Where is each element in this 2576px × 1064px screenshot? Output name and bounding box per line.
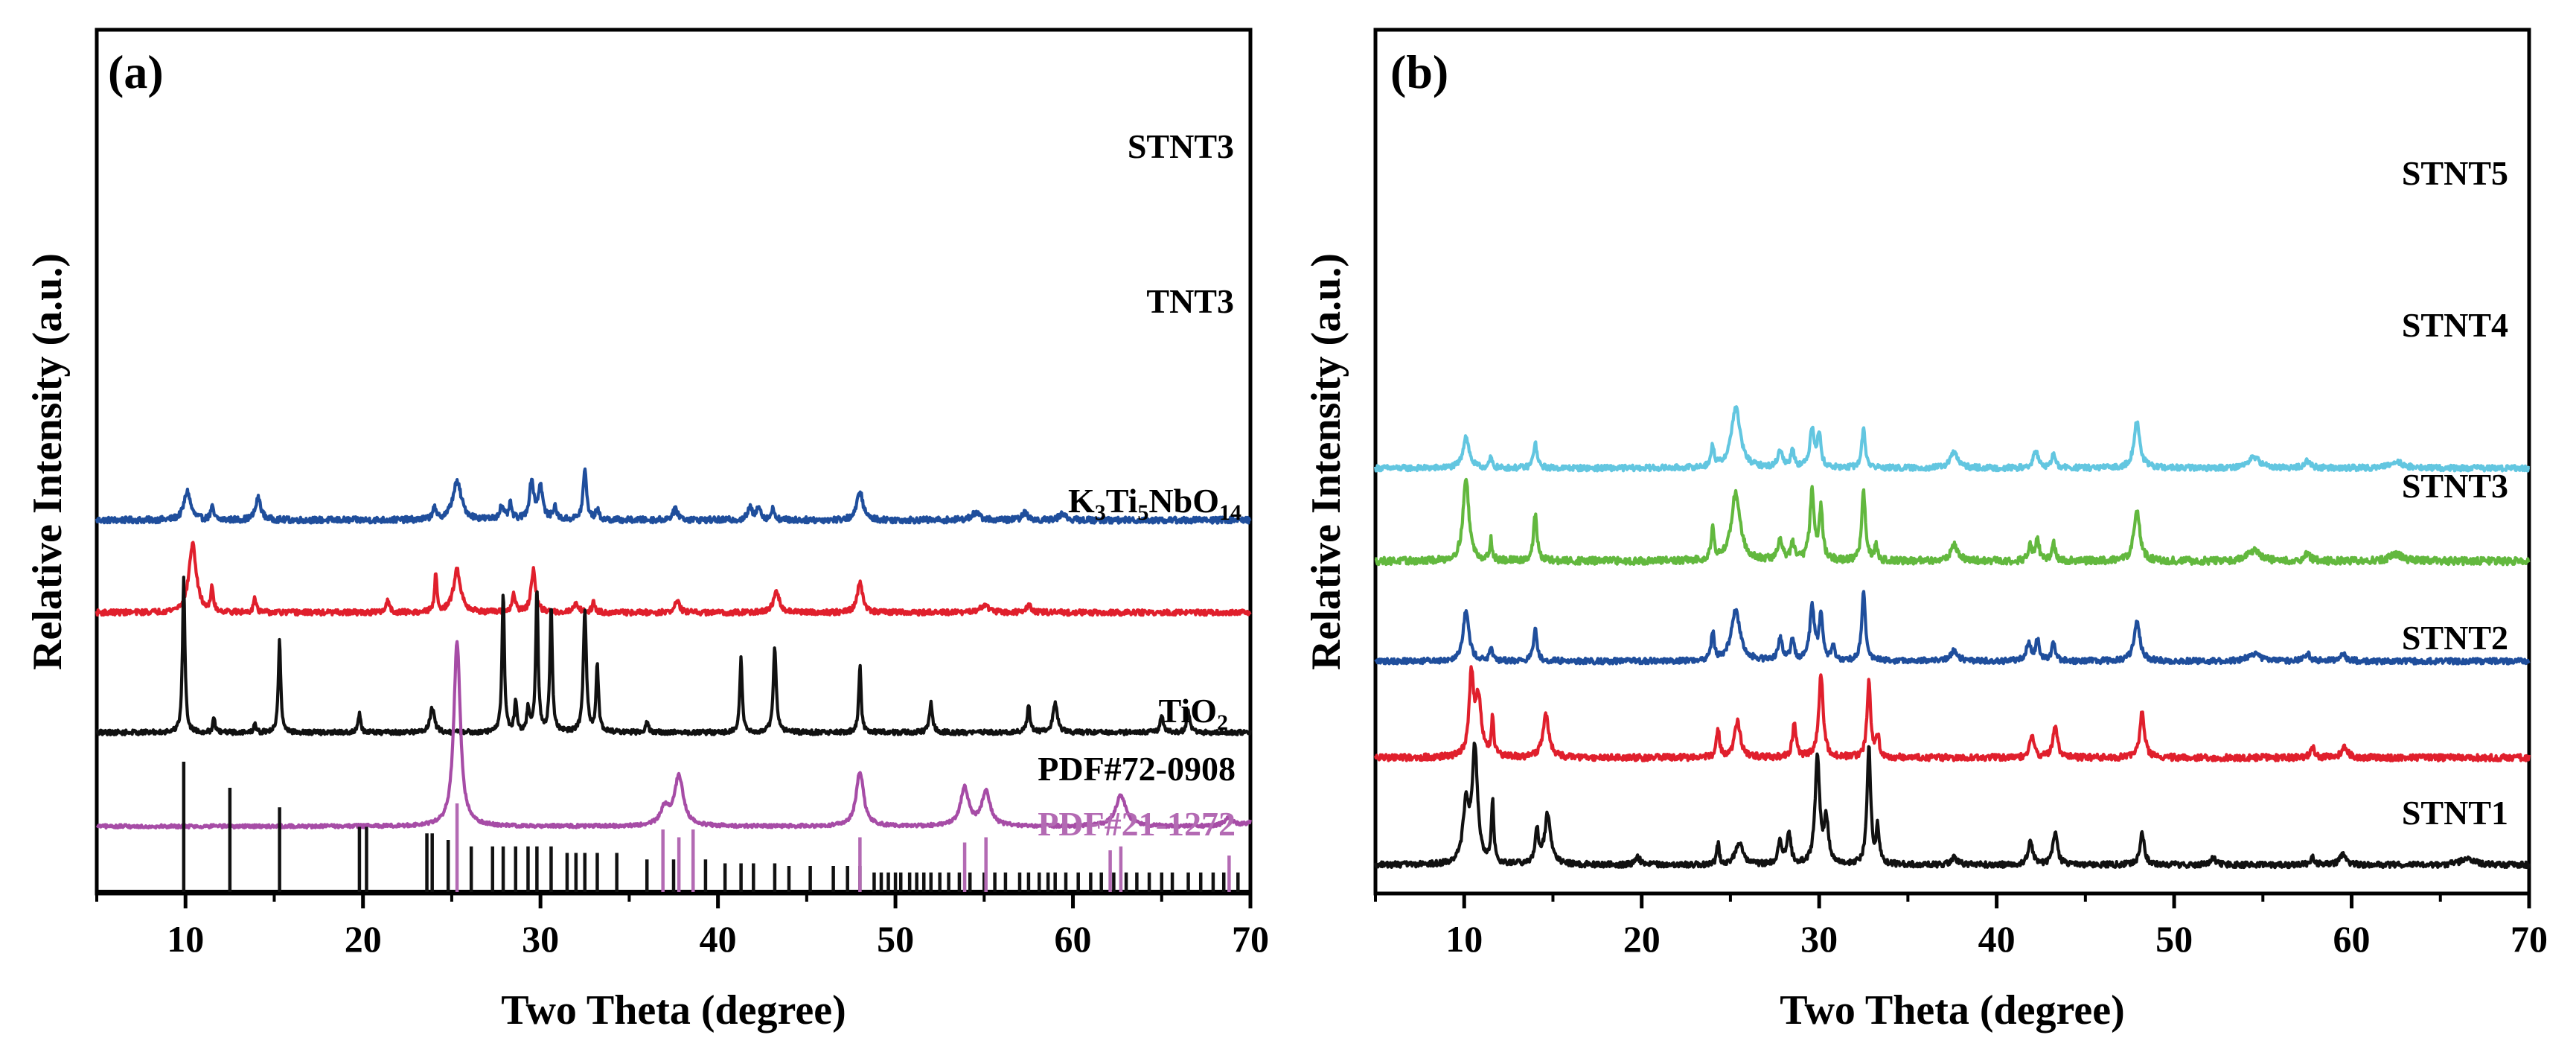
label-stnt5: STNT5 bbox=[2402, 154, 2508, 192]
x-tick-label: 40 bbox=[700, 918, 737, 960]
series-line-tio2-a bbox=[95, 640, 1252, 830]
panel-b-y-axis-title: Relative Intensity (a.u.) bbox=[1303, 253, 1349, 670]
panel-b-frame bbox=[1373, 28, 2531, 896]
series-line-stnt3-b bbox=[1374, 590, 2531, 666]
series-line-k3ti5nbo14-a bbox=[95, 576, 1252, 736]
panel-b-x-axis: 10 20 30 40 50 60 70 bbox=[1374, 893, 2548, 960]
panel-b-plot-area bbox=[1373, 405, 2531, 870]
x-tick-label: 60 bbox=[2333, 918, 2371, 960]
panel-b-series-labels: STNT5 STNT4 STNT3 STNT2 STNT1 bbox=[2402, 154, 2508, 832]
label-tnt3-a: TNT3 bbox=[1146, 282, 1234, 320]
panel-a-y-axis-title: Relative Intensity (a.u.) bbox=[25, 253, 71, 670]
label-tio2: TiO2 bbox=[1159, 692, 1228, 735]
x-tick-label: 50 bbox=[2155, 918, 2193, 960]
label-stnt1: STNT1 bbox=[2402, 794, 2508, 832]
series-line-stnt3-a bbox=[95, 467, 1252, 525]
series-line-stnt1-b bbox=[1373, 742, 2531, 870]
x-tick-label: 60 bbox=[1055, 918, 1092, 960]
label-k3ti5nbo14: K3Ti5NbO14 bbox=[1068, 482, 1241, 525]
label-pdf-72-0908: PDF#72-0908 bbox=[1038, 750, 1236, 788]
panel-a: 10 20 30 40 50 60 70 (a) Two Theta (degree) Re… bbox=[25, 28, 1269, 1033]
series-line-stnt4-b bbox=[1374, 477, 2531, 567]
x-tick-label: 20 bbox=[1623, 918, 1661, 960]
series-line-stnt2-b bbox=[1373, 665, 2531, 762]
series-line-tnt3-a bbox=[95, 541, 1252, 617]
panel-a-x-axis-title: Two Theta (degree) bbox=[501, 987, 846, 1033]
x-tick-label: 10 bbox=[1445, 918, 1483, 960]
label-stnt4: STNT4 bbox=[2402, 306, 2508, 344]
x-tick-label: 70 bbox=[2511, 918, 2548, 960]
panel-a-label: (a) bbox=[108, 45, 164, 98]
label-stnt3-a: STNT3 bbox=[1128, 127, 1234, 165]
x-tick-label: 30 bbox=[522, 918, 559, 960]
x-tick-label: 40 bbox=[1978, 918, 2016, 960]
panel-a-x-axis: 10 20 30 40 50 60 70 bbox=[95, 893, 1269, 960]
label-stnt2: STNT2 bbox=[2402, 619, 2508, 657]
x-tick-label: 20 bbox=[345, 918, 382, 960]
panel-b-label: (b) bbox=[1390, 45, 1448, 98]
x-tick-label: 70 bbox=[1232, 918, 1269, 960]
label-stnt3-b: STNT3 bbox=[2402, 467, 2508, 505]
panel-b: 10 20 30 40 50 60 70 (b) Two Theta (degree) Re… bbox=[1303, 28, 2548, 1033]
series-line-stnt5-b bbox=[1373, 405, 2531, 473]
x-tick-label: 10 bbox=[167, 918, 204, 960]
panel-a-series-labels: STNT3 TNT3 K3Ti5NbO14 TiO2 PDF#72-0908 P… bbox=[1038, 127, 1241, 843]
x-tick-label: 50 bbox=[877, 918, 914, 960]
panel-a-plot-area bbox=[95, 467, 1252, 894]
label-pdf-21-1272: PDF#21-1272 bbox=[1038, 805, 1236, 843]
x-tick-label: 30 bbox=[1800, 918, 1838, 960]
panel-b-x-axis-title: Two Theta (degree) bbox=[1780, 987, 2124, 1033]
